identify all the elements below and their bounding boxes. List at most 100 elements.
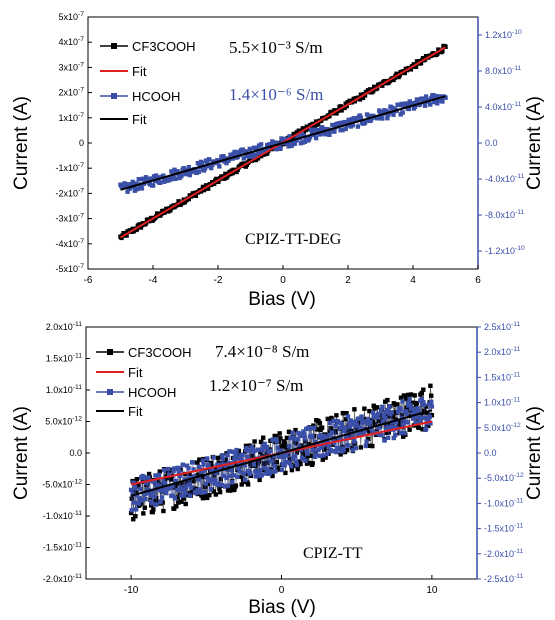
- data-point-hcooh: [261, 465, 267, 471]
- data-point-hcooh: [153, 473, 158, 478]
- tick-label: -1.5x10-11: [484, 523, 524, 534]
- data-point-cf3cooh: [387, 422, 392, 427]
- data-point-cf3cooh: [341, 411, 346, 416]
- data-point-hcooh: [329, 430, 335, 435]
- data-point-cf3cooh: [435, 51, 440, 56]
- data-point-hcooh: [365, 417, 371, 422]
- tick-label: 0.0: [485, 138, 498, 148]
- data-point-cf3cooh: [146, 471, 152, 477]
- data-point-hcooh: [268, 448, 273, 454]
- data-point-hcooh: [217, 467, 223, 472]
- data-point-hcooh: [186, 165, 191, 170]
- data-point-hcooh: [348, 418, 353, 423]
- data-point-cf3cooh: [419, 390, 424, 396]
- data-point-hcooh: [410, 101, 416, 106]
- data-point-cf3cooh: [371, 403, 376, 408]
- data-point-hcooh: [286, 444, 292, 449]
- data-point-hcooh: [405, 420, 410, 425]
- data-point-hcooh: [369, 426, 374, 431]
- data-point-hcooh: [217, 164, 222, 169]
- tick-label: 1.0x10-11: [484, 397, 521, 408]
- data-point-hcooh: [187, 172, 192, 178]
- top-conductivity-label-1: 5.5×10⁻³ S/m: [229, 38, 323, 57]
- data-point-hcooh: [409, 406, 414, 411]
- data-point-cf3cooh: [134, 477, 140, 482]
- data-point-hcooh: [385, 407, 390, 413]
- data-point-cf3cooh: [138, 225, 144, 230]
- data-point-hcooh: [197, 464, 202, 470]
- data-point-cf3cooh: [282, 441, 287, 446]
- data-point-cf3cooh: [315, 121, 321, 126]
- data-point-hcooh: [319, 445, 324, 450]
- data-point-hcooh: [368, 117, 374, 123]
- data-point-hcooh: [350, 123, 355, 128]
- data-point-hcooh: [376, 425, 381, 430]
- data-point-cf3cooh: [343, 416, 348, 422]
- data-point-cf3cooh: [297, 459, 302, 464]
- data-point-hcooh: [180, 462, 185, 467]
- tick-label: 4: [410, 275, 416, 286]
- data-point-hcooh: [388, 424, 394, 429]
- tick-label: -5x10-7: [55, 263, 84, 274]
- tick-label: 8.0x10-11: [485, 65, 522, 76]
- data-point-cf3cooh: [367, 408, 372, 414]
- tick-label: -10: [124, 585, 139, 596]
- data-point-hcooh: [289, 464, 294, 469]
- data-point-hcooh: [355, 416, 361, 421]
- data-point-hcooh: [150, 489, 155, 495]
- data-point-hcooh: [301, 429, 306, 434]
- data-point-hcooh: [406, 106, 411, 112]
- data-point-hcooh: [247, 146, 253, 152]
- legend-label-fit-1: Fit: [128, 365, 143, 380]
- data-point-cf3cooh: [245, 482, 251, 487]
- data-point-hcooh: [306, 137, 312, 142]
- data-point-hcooh: [338, 425, 343, 431]
- data-point-cf3cooh: [412, 393, 417, 398]
- data-point-hcooh: [224, 475, 229, 480]
- data-point-cf3cooh: [288, 456, 293, 462]
- data-point-cf3cooh: [406, 392, 411, 398]
- data-point-hcooh: [150, 183, 156, 188]
- data-point-hcooh: [343, 126, 348, 132]
- data-point-hcooh: [253, 153, 259, 159]
- data-point-hcooh: [378, 110, 383, 115]
- data-point-hcooh: [401, 417, 407, 422]
- data-point-cf3cooh: [418, 60, 424, 66]
- data-point-cf3cooh: [149, 503, 154, 508]
- data-point-hcooh: [353, 445, 358, 451]
- data-point-cf3cooh: [401, 393, 407, 398]
- tick-label: 1.5x10-11: [46, 353, 83, 364]
- data-point-cf3cooh: [426, 423, 431, 429]
- data-point-hcooh: [138, 486, 143, 492]
- data-point-hcooh: [400, 110, 405, 115]
- data-point-cf3cooh: [131, 517, 136, 522]
- data-point-hcooh: [391, 435, 396, 441]
- data-point-hcooh: [386, 112, 391, 117]
- data-point-hcooh: [316, 447, 321, 452]
- data-point-hcooh: [332, 129, 337, 134]
- data-point-cf3cooh: [413, 64, 419, 69]
- data-point-hcooh: [399, 101, 404, 107]
- data-point-hcooh: [133, 507, 139, 512]
- data-point-hcooh: [230, 156, 235, 161]
- top-fit-lines: [119, 46, 447, 239]
- data-point-hcooh: [398, 407, 403, 412]
- data-point-hcooh: [294, 459, 299, 464]
- data-point-hcooh: [412, 414, 417, 420]
- data-point-hcooh: [160, 486, 165, 491]
- data-point-hcooh: [282, 463, 287, 468]
- data-point-hcooh: [334, 449, 339, 455]
- data-point-cf3cooh: [366, 429, 371, 434]
- bottom-x-axis-label: Bias (V): [248, 597, 316, 618]
- data-point-hcooh: [158, 180, 163, 185]
- data-point-hcooh: [170, 176, 175, 182]
- legend-label-cf3cooh: CF3COOH: [128, 345, 192, 360]
- data-point-cf3cooh: [176, 500, 181, 505]
- legend-label-fit-2: Fit: [128, 404, 143, 419]
- data-point-hcooh: [351, 422, 356, 427]
- data-point-hcooh: [355, 423, 360, 428]
- data-point-cf3cooh: [255, 156, 261, 161]
- data-point-hcooh: [164, 490, 169, 495]
- data-point-hcooh: [434, 94, 439, 99]
- data-point-hcooh: [262, 441, 267, 446]
